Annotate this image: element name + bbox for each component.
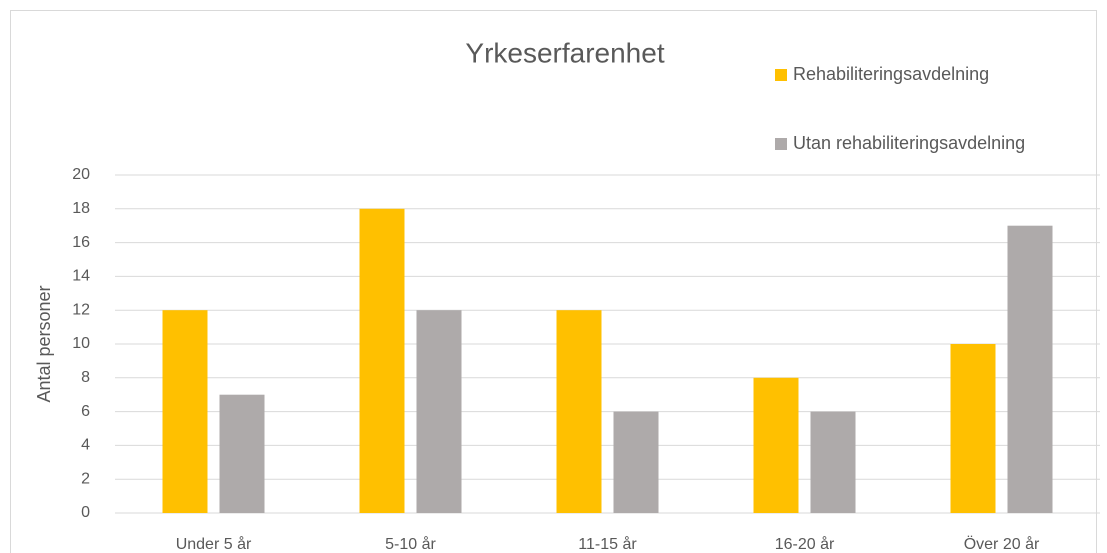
legend-swatch: [775, 138, 787, 150]
legend-label: Rehabiliteringsavdelning: [793, 64, 989, 84]
y-tick-label: 8: [81, 369, 90, 386]
y-tick-label: 16: [72, 234, 90, 251]
chart-title: Yrkeserfarenhet: [465, 37, 664, 68]
bar: [359, 208, 405, 514]
bar: [162, 310, 208, 513]
x-tick-label: 11-15 år: [578, 535, 637, 553]
bar: [556, 310, 602, 513]
bar: [416, 310, 462, 513]
y-tick-label: 2: [81, 470, 90, 487]
y-tick-label: 6: [81, 403, 90, 420]
bar: [950, 344, 996, 513]
legend-swatch: [775, 69, 787, 81]
y-tick-label: 14: [72, 268, 90, 285]
y-tick-label: 4: [81, 437, 90, 454]
bar: [1007, 225, 1053, 513]
y-tick-label: 0: [81, 504, 90, 521]
y-tick-label: 20: [72, 166, 90, 183]
y-axis-title: Antal personer: [34, 285, 54, 402]
bar: [810, 411, 856, 513]
legend-label: Utan rehabiliteringsavdelning: [793, 133, 1025, 153]
y-tick-label: 18: [72, 200, 90, 217]
x-tick-label: 5-10 år: [385, 535, 436, 553]
bar: [753, 377, 799, 513]
x-tick-label: Över 20 år: [964, 535, 1040, 553]
bar: [219, 394, 265, 513]
bar: [613, 411, 659, 513]
y-tick-label: 10: [72, 335, 90, 352]
y-tick-label: 12: [72, 301, 90, 318]
x-tick-label: 16-20 år: [775, 535, 835, 553]
x-tick-label: Under 5 år: [176, 535, 252, 553]
